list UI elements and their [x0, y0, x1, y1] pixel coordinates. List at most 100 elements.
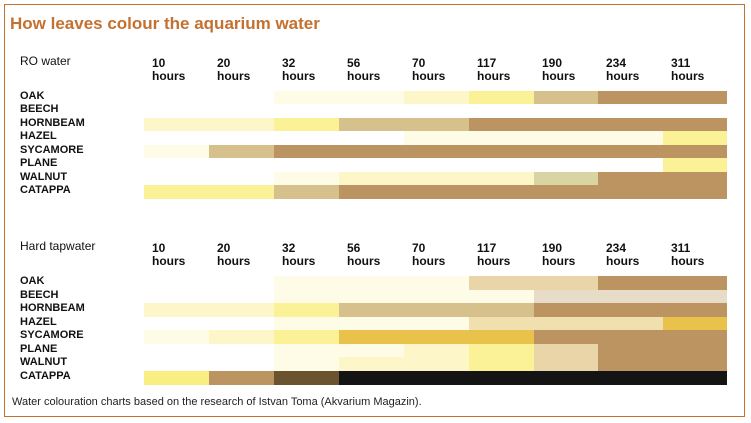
heatmap-cell — [144, 357, 209, 371]
row-label: CATAPPA — [20, 370, 71, 382]
heatmap-cell — [663, 118, 727, 132]
row-label: WALNUT — [20, 356, 68, 368]
heatmap-cell — [598, 344, 663, 358]
row-label: SYCAMORE — [20, 329, 84, 341]
hour-value: 234 — [606, 56, 627, 70]
heatmap-cell — [209, 158, 274, 172]
row-label: OAK — [20, 275, 45, 287]
heatmap-cell — [534, 344, 598, 358]
heatmap-cell — [469, 118, 534, 132]
heatmap-cell — [663, 185, 727, 199]
heatmap-cell — [339, 371, 404, 385]
heatmap-cell — [663, 172, 727, 186]
heatmap-cell — [469, 290, 534, 304]
heatmap-cell — [144, 158, 209, 172]
heatmap-cell — [598, 118, 663, 132]
hour-value: 32 — [282, 56, 296, 70]
row-label: WALNUT — [20, 171, 68, 183]
heatmap-cell — [404, 290, 469, 304]
heatmap-cell — [404, 131, 469, 145]
heatmap-cell — [598, 158, 663, 172]
heatmap-cell — [469, 145, 534, 159]
heatmap-cell — [663, 91, 727, 105]
hour-value: 70 — [412, 56, 426, 70]
chart-frame — [4, 4, 745, 417]
hour-value: 56 — [347, 56, 361, 70]
heatmap-cell — [339, 185, 404, 199]
heatmap-cell — [404, 357, 469, 371]
heatmap-cell — [598, 276, 663, 290]
hour-unit: hours — [477, 254, 511, 268]
heatmap-cell — [339, 145, 404, 159]
heatmap-cell — [404, 172, 469, 186]
heatmap-cell — [339, 91, 404, 105]
hour-unit: hours — [347, 69, 381, 83]
heatmap-cell — [404, 276, 469, 290]
hour-unit: hours — [606, 69, 640, 83]
heatmap-cell — [663, 303, 727, 317]
hour-unit: hours — [347, 254, 381, 268]
heatmap-cell — [144, 172, 209, 186]
heatmap-cell — [274, 357, 339, 371]
heatmap-cell — [209, 330, 274, 344]
heatmap-cell — [598, 91, 663, 105]
heatmap-cell — [274, 91, 339, 105]
heatmap-cell — [598, 145, 663, 159]
hour-unit: hours — [412, 254, 446, 268]
heatmap-cell — [209, 185, 274, 199]
heatmap-cell — [598, 290, 663, 304]
hour-label: 190 hours — [542, 57, 575, 83]
heatmap-cell — [274, 185, 339, 199]
heatmap-cell — [144, 118, 209, 132]
hour-label: 117 hours — [477, 242, 510, 268]
hour-value: 20 — [217, 241, 231, 255]
heatmap-cell — [598, 330, 663, 344]
heatmap-cell — [469, 303, 534, 317]
heatmap-cell — [209, 91, 274, 105]
hour-value: 20 — [217, 56, 231, 70]
heatmap-cell — [274, 330, 339, 344]
heatmap-cell — [404, 91, 469, 105]
hour-unit: hours — [542, 254, 576, 268]
hour-label: 311 hours — [671, 57, 704, 83]
heatmap-cell — [274, 104, 339, 118]
heatmap-cell — [469, 317, 534, 331]
heatmap-cell — [209, 131, 274, 145]
heatmap-cell — [598, 131, 663, 145]
heatmap-cell — [469, 131, 534, 145]
heatmap-cell — [663, 344, 727, 358]
heatmap-cell — [339, 330, 404, 344]
heatmap-cell — [598, 303, 663, 317]
heatmap-cell — [598, 357, 663, 371]
heatmap-cell — [209, 303, 274, 317]
heatmap-cell — [339, 290, 404, 304]
hour-label: 20 hours — [217, 57, 250, 83]
heatmap-cell — [469, 172, 534, 186]
heatmap-cell — [404, 104, 469, 118]
row-label: HAZEL — [20, 316, 57, 328]
heatmap-cell — [469, 158, 534, 172]
heatmap-cell — [404, 185, 469, 199]
chart-title: How leaves colour the aquarium water — [10, 14, 320, 33]
hour-label: 70 hours — [412, 57, 445, 83]
heatmap-cell — [404, 317, 469, 331]
hour-label: 234 hours — [606, 242, 639, 268]
heatmap-cell — [404, 118, 469, 132]
hour-label: 10 hours — [152, 57, 185, 83]
row-label: CATAPPA — [20, 184, 71, 196]
hour-unit: hours — [671, 254, 705, 268]
heatmap-cell — [274, 131, 339, 145]
heatmap-cell — [274, 344, 339, 358]
hour-unit: hours — [542, 69, 576, 83]
heatmap-cell — [209, 276, 274, 290]
heatmap-cell — [274, 118, 339, 132]
heatmap-cell — [404, 145, 469, 159]
heatmap-cell — [209, 317, 274, 331]
heatmap-cell — [534, 91, 598, 105]
heatmap-cell — [404, 330, 469, 344]
heatmap-cell — [144, 303, 209, 317]
heatmap-cell — [663, 158, 727, 172]
heatmap-cell — [534, 131, 598, 145]
heatmap-cell — [339, 104, 404, 118]
